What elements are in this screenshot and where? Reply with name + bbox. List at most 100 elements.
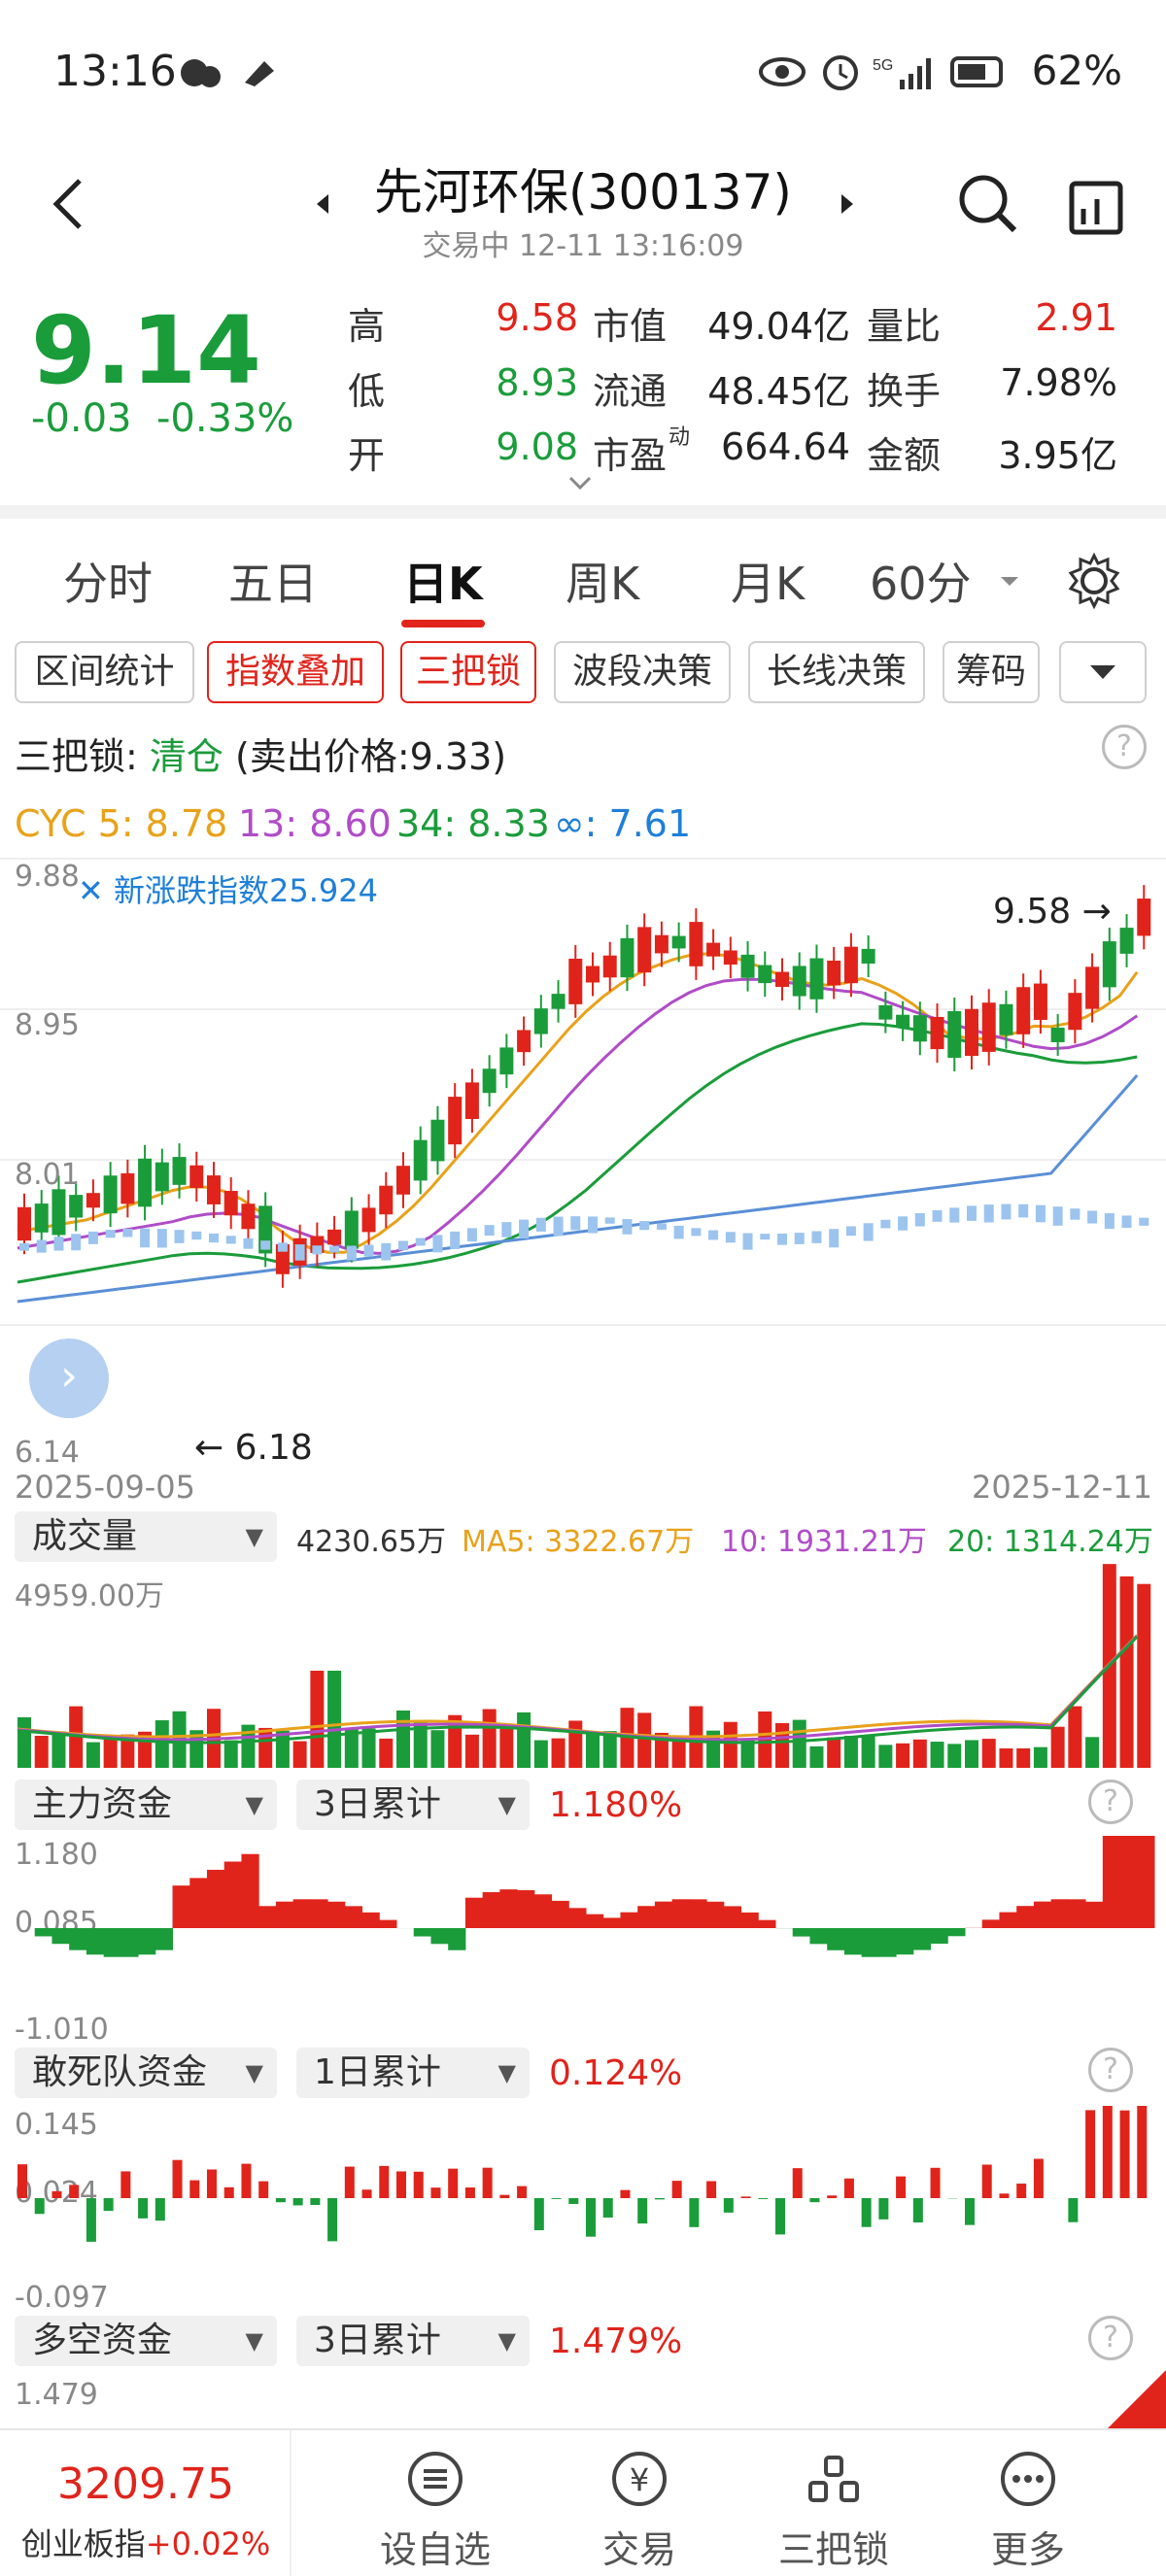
tab-0[interactable]: 分时	[63, 558, 153, 610]
main-fund-bar	[138, 1928, 156, 1955]
candle	[706, 942, 721, 957]
quote-value: 48.45亿	[707, 370, 850, 413]
dare-fund-bar	[586, 2198, 596, 2237]
candle	[1102, 941, 1116, 988]
quote-value: 49.04亿	[707, 305, 850, 348]
tab-1[interactable]: 五日	[228, 558, 318, 610]
index-ticker[interactable]: 3209.75 创业板指+0.02%	[0, 2430, 292, 2576]
quote-label: 换手	[867, 370, 942, 413]
index-bar	[243, 1237, 254, 1249]
quote-value: 9.58	[496, 296, 578, 339]
volume-ma20: 20: 1314.24万	[947, 1525, 1153, 1559]
volume-bar	[602, 1731, 617, 1768]
candle	[327, 1229, 342, 1245]
status-time: 13:16	[53, 47, 177, 96]
ls-funds-help-icon[interactable]: ?	[1088, 2316, 1133, 2360]
nav-three-locks[interactable]: 三把锁	[746, 2450, 921, 2573]
main-funds-selector[interactable]: 主力资金 ▼	[15, 1779, 277, 1830]
help-icon[interactable]: ?	[1102, 725, 1147, 769]
dare-fund-bar	[861, 2198, 872, 2227]
expand-chevron-icon[interactable]	[568, 476, 592, 491]
volume-bar	[517, 1712, 532, 1768]
candle	[51, 1189, 66, 1236]
volume-bar	[999, 1747, 1013, 1768]
volume-bar	[258, 1727, 273, 1768]
dare-funds-period[interactable]: 1日累计 ▼	[296, 2048, 530, 2098]
main-fund-bar	[792, 1928, 810, 1937]
dare-fund-bar	[430, 2187, 441, 2198]
candle	[723, 950, 737, 966]
chip-0[interactable]: 区间统计	[15, 641, 194, 703]
index-overlay-label[interactable]: ✕ 新涨跌指数25.924	[78, 872, 378, 909]
ma-long-line	[17, 1074, 1139, 1304]
share-icon[interactable]	[1064, 170, 1132, 238]
candle	[241, 1203, 256, 1230]
svg-text:¥: ¥	[630, 2461, 649, 2498]
dropdown-icon[interactable]	[999, 575, 1020, 589]
dare-fund-bar	[517, 2186, 528, 2198]
chip-4[interactable]: 长线决策	[748, 641, 925, 703]
more-chips-button[interactable]	[1059, 641, 1147, 703]
dare-funds-top: 0.145	[15, 2108, 98, 2142]
dare-fund-bar	[310, 2198, 321, 2206]
volume-bar	[1119, 1576, 1134, 1768]
chip-3[interactable]: 波段决策	[554, 641, 731, 703]
candle	[17, 1206, 31, 1241]
dare-fund-bar	[551, 2198, 562, 2199]
candle	[154, 1162, 169, 1192]
dare-fund-bar	[292, 2198, 303, 2206]
kline-chart[interactable]	[0, 855, 1166, 1467]
prev-stock-icon[interactable]	[313, 192, 332, 216]
next-stock-icon[interactable]	[838, 192, 857, 216]
search-icon[interactable]	[954, 170, 1022, 238]
index-bar	[260, 1240, 271, 1250]
main-fund-bar	[999, 1912, 1017, 1928]
svg-text:5G: 5G	[873, 57, 893, 74]
tab-2[interactable]: 日K	[403, 558, 483, 610]
tab-5[interactable]: 60分	[870, 558, 972, 610]
settings-gear-icon[interactable]	[1065, 552, 1123, 610]
index-bar	[794, 1233, 805, 1244]
nav-more[interactable]: 更多	[941, 2450, 1115, 2573]
volume-selector[interactable]: 成交量 ▼	[15, 1511, 277, 1562]
candle	[602, 955, 617, 978]
main-funds-help-icon[interactable]: ?	[1088, 1779, 1133, 1824]
main-fund-bar	[172, 1885, 190, 1928]
back-arrow-icon[interactable]	[49, 175, 87, 233]
index-info: 创业板指+0.02%	[20, 2525, 271, 2562]
main-funds-period[interactable]: 3日累计 ▼	[296, 1779, 530, 1830]
main-funds-chart[interactable]	[0, 1836, 1166, 2040]
volume-max: 4959.00万	[15, 1579, 165, 1613]
price-change: -0.03 -0.33%	[31, 396, 294, 441]
dare-fund-bar	[86, 2198, 96, 2242]
dare-fund-bar	[706, 2181, 717, 2198]
index-bar	[225, 1236, 236, 1244]
ls-funds-selector[interactable]: 多空资金 ▼	[15, 2316, 277, 2366]
dare-funds-help-icon[interactable]: ?	[1088, 2048, 1133, 2092]
ls-funds-period[interactable]: 3日累计 ▼	[296, 2316, 530, 2366]
volume-bar	[17, 1716, 31, 1768]
chip-5[interactable]: 筹码	[943, 641, 1040, 703]
main-fund-bar	[568, 1908, 587, 1928]
dare-fund-bar	[792, 2168, 803, 2198]
dare-fund-bar	[896, 2176, 907, 2198]
index-bar	[863, 1223, 874, 1241]
volume-bar	[792, 1719, 806, 1768]
main-fund-bar	[413, 1928, 431, 1937]
nav-trade[interactable]: ¥ 交易	[552, 2450, 727, 2573]
chip-2[interactable]: 三把锁	[400, 641, 536, 703]
dare-fund-bar	[671, 2181, 682, 2198]
volume-bar	[103, 1736, 118, 1768]
main-fund-bar	[551, 1900, 569, 1928]
nav-add-watchlist[interactable]: 设自选	[348, 2450, 523, 2573]
tab-4[interactable]: 月K	[731, 558, 806, 610]
main-fund-bar	[517, 1889, 535, 1928]
index-bar	[1001, 1203, 1012, 1220]
chip-1[interactable]: 指数叠加	[207, 641, 384, 703]
scroll-forward-button[interactable]: ›	[29, 1339, 109, 1418]
dare-funds-chart[interactable]	[0, 2106, 1166, 2310]
main-funds-bottom: -1.010	[15, 2013, 109, 2047]
tab-3[interactable]: 周K	[566, 558, 640, 610]
volume-chart[interactable]	[0, 1564, 1166, 1779]
dare-funds-selector[interactable]: 敢死队资金 ▼	[15, 2048, 277, 2098]
